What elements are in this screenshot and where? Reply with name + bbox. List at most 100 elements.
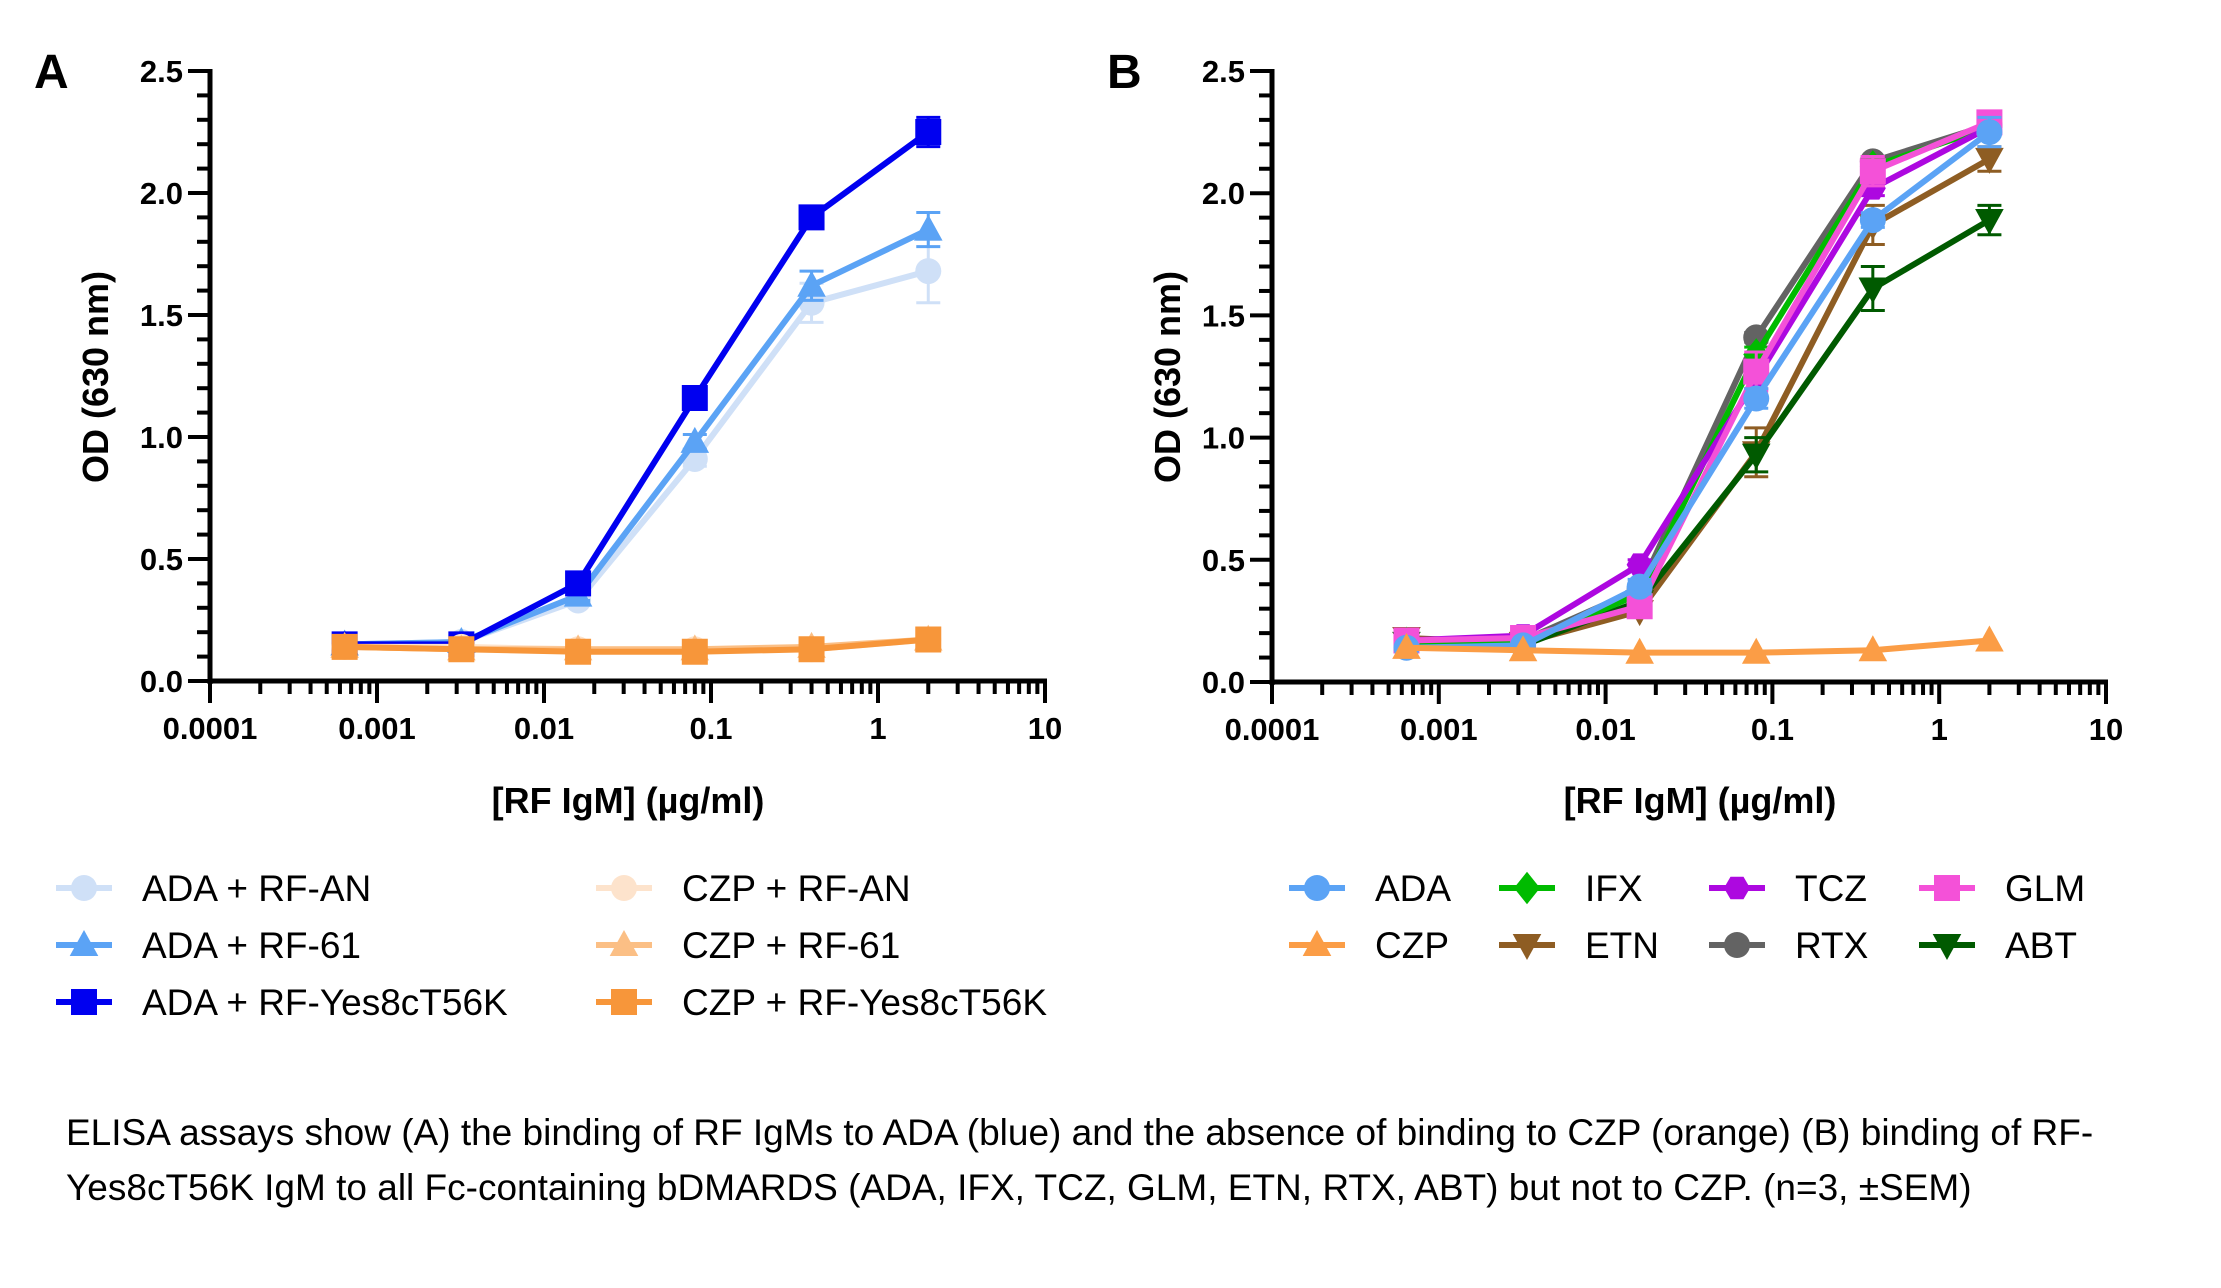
- panel-a-plot: 0.0 0.5 1.0 1.5 2.0 2.5 0.0001 0.001 0.01 0.1 1 10: [140, 54, 1062, 746]
- series-line: [1406, 121, 1991, 644]
- legend-item: CZP + RF-61: [596, 925, 900, 966]
- legend-marker: [71, 875, 97, 901]
- data-point: [915, 258, 942, 285]
- panel-a-x-axis-title: [RF IgM] (µg/ml): [492, 780, 765, 821]
- x-tick-label: 10: [1028, 711, 1062, 746]
- legend-label: ABT: [2005, 925, 2077, 966]
- data-point: [797, 270, 826, 297]
- series-line: [1406, 124, 1991, 644]
- legend-item: CZP: [1289, 925, 1449, 966]
- legend-marker: [71, 989, 97, 1015]
- legend-marker: [1724, 876, 1750, 900]
- legend-item: RTX: [1709, 925, 1868, 966]
- legend-item: ADA: [1289, 868, 1451, 909]
- series-abt: [1392, 203, 2004, 661]
- data-point: [1859, 158, 1886, 185]
- data-point: [1975, 209, 2004, 236]
- data-point: [915, 119, 942, 145]
- figure-caption: ELISA assays show (A) the binding of RF …: [66, 1112, 2094, 1208]
- data-point: [1741, 637, 1771, 664]
- data-point: [1858, 277, 1888, 304]
- data-point: [331, 633, 358, 660]
- panel-b-legend: ADA IFX TCZ GLM CZP ETN RTX ABT: [1289, 868, 2085, 966]
- legend-label: ADA + RF-AN: [142, 868, 371, 909]
- legend-label: ADA: [1375, 868, 1451, 909]
- legend-item: CZP + RF-AN: [596, 868, 911, 909]
- series-etn: [1392, 145, 2004, 658]
- data-point: [681, 638, 708, 665]
- y-tick-label: 1.5: [140, 298, 183, 333]
- legend-marker: [1304, 875, 1330, 901]
- data-point: [1626, 553, 1653, 576]
- legend-item: ADA + RF-Yes8cT56K: [56, 982, 508, 1023]
- panel-b-letter: B: [1107, 46, 1142, 99]
- series-line: [1406, 124, 1991, 646]
- data-point: [681, 384, 708, 411]
- y-tick-label: 2.5: [1202, 54, 1245, 89]
- figure: A 0.00.51.01.52.02.50.0001 0.001 0.01 0.1 1 1…: [34, 46, 2123, 1023]
- legend-label: CZP + RF-61: [682, 925, 900, 966]
- x-tick-label: 0.1: [689, 711, 732, 746]
- data-point: [1859, 207, 1886, 234]
- x-tick-label: 1: [869, 711, 886, 746]
- x-tick-label: 0.01: [1575, 712, 1635, 747]
- y-tick-label: 1.5: [1202, 298, 1245, 333]
- data-point: [798, 204, 825, 231]
- data-point: [1858, 635, 1888, 662]
- legend-item: IFX: [1499, 868, 1643, 909]
- series-line: [344, 636, 929, 655]
- data-point: [1626, 573, 1653, 600]
- legend-marker: [69, 930, 99, 957]
- panel-b-y-axis-title: OD (630 nm): [1147, 271, 1188, 483]
- x-tick-label: 0.1: [1751, 712, 1794, 747]
- y-tick-label: 1.0: [140, 420, 183, 455]
- panel-b-plot: 0.0 0.5 1.0 1.5 2.0 2.5 0.0001 0.001 0.01 0.1 1 10: [1202, 54, 2123, 747]
- data-point: [565, 638, 592, 665]
- legend-marker: [611, 875, 637, 901]
- panel-a-letter: A: [34, 46, 69, 99]
- legend-marker: [1302, 930, 1332, 957]
- panel-a-y-axis-title: OD (630 nm): [75, 271, 116, 483]
- series-ada-rf-61: [330, 211, 943, 656]
- y-tick-label: 2.5: [140, 54, 183, 89]
- legend-marker: [1934, 875, 1960, 901]
- data-point: [448, 636, 475, 663]
- legend-label: CZP + RF-Yes8cT56K: [682, 982, 1047, 1023]
- y-tick-label: 2.0: [140, 176, 183, 211]
- legend-marker: [1514, 871, 1540, 905]
- y-tick-label: 0.0: [140, 664, 183, 699]
- data-point: [1975, 625, 2004, 652]
- panel-b: B 0.0 0.5 1.0 1.5 2.0 2.5 0.0001 0.001 0.01 0.1 1 1…: [1107, 46, 2123, 966]
- legend-marker: [609, 930, 639, 957]
- x-tick-label: 0.01: [514, 711, 574, 746]
- series-tcz: [1393, 116, 2003, 652]
- series-line: [1406, 637, 1990, 656]
- legend-label: ADA + RF-61: [142, 925, 361, 966]
- panel-a-legend: ADA + RF-AN ADA + RF-61 ADA + RF-Yes8cT56K…: [56, 868, 1047, 1023]
- legend-item: CZP + RF-Yes8cT56K: [596, 982, 1047, 1023]
- series-ada: [1393, 115, 2003, 661]
- legend-label: ADA + RF-Yes8cT56K: [142, 982, 508, 1023]
- series-line: [1406, 129, 1992, 651]
- x-tick-label: 1: [1931, 712, 1948, 747]
- y-tick-label: 1.0: [1202, 421, 1245, 456]
- data-point: [1975, 147, 2004, 174]
- series-line: [344, 129, 931, 648]
- data-point: [1392, 632, 1421, 659]
- x-tick-label: 0.001: [1400, 712, 1478, 747]
- series-ada-rf-yes8ct56k: [331, 115, 942, 658]
- series-ada-rf-an: [331, 237, 942, 658]
- panel-a: A 0.0 0.5 1.0 1.5 2.0 2.5 0.0001 0.001 0.01 0.1 1 1…: [34, 46, 1062, 1023]
- y-tick-label: 0.5: [140, 542, 183, 577]
- panel-b-x-axis-title: [RF IgM] (µg/ml): [1564, 780, 1837, 821]
- legend-item: GLM: [1919, 868, 2085, 909]
- data-point: [1508, 635, 1538, 662]
- legend-label: RTX: [1795, 925, 1868, 966]
- data-point: [1976, 119, 2003, 146]
- data-point: [915, 626, 942, 653]
- legend-item: ADA + RF-61: [56, 925, 361, 966]
- legend-label: ETN: [1585, 925, 1659, 966]
- series-line: [344, 268, 930, 648]
- legend-label: CZP + RF-AN: [682, 868, 911, 909]
- y-tick-label: 0.5: [1202, 543, 1245, 578]
